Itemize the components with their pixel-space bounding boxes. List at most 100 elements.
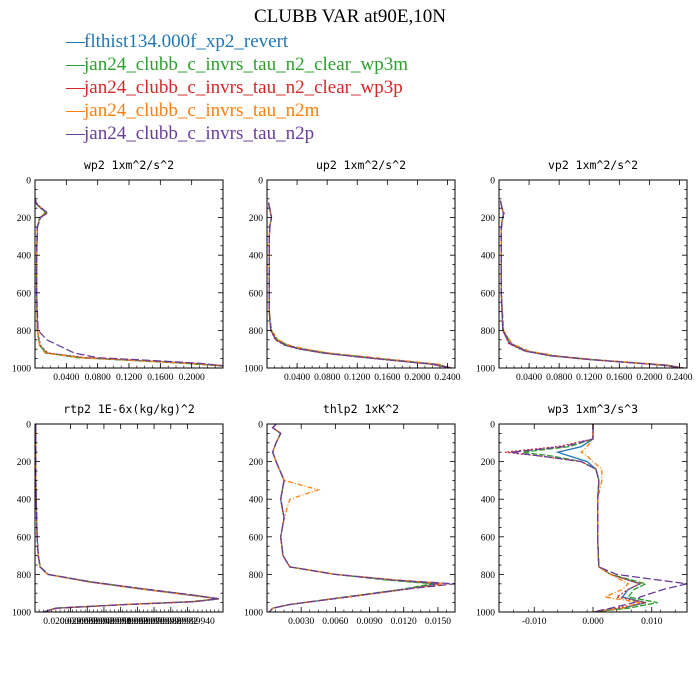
legend-item: —jan24_clubb_c_invrs_tau_n2m [66, 99, 408, 122]
series-line [35, 198, 223, 368]
x-tick-label: 0.0799999982 [143, 617, 198, 627]
x-tick-label: 0.2400 [666, 373, 692, 383]
x-tick-label: 0.0090 [356, 617, 382, 627]
y-tick-label: 200 [17, 214, 32, 224]
y-tick-label: 1000 [476, 609, 495, 619]
x-tick-label: 0.2400 [434, 373, 460, 383]
x-tick-label: 0.0400 [516, 373, 542, 383]
y-tick-label: 800 [17, 327, 32, 337]
x-tick-label: 0.0120 [391, 617, 417, 627]
series-line [555, 424, 647, 612]
legend-dash: — [66, 77, 85, 98]
y-tick-label: 800 [249, 571, 264, 581]
legend-item: —jan24_clubb_c_invrs_tau_n2p [66, 122, 408, 145]
y-tick-label: 400 [249, 496, 264, 506]
plot-frame [34, 423, 224, 613]
y-tick-label: 200 [249, 458, 264, 468]
y-tick-label: 200 [249, 214, 264, 224]
series-line [499, 200, 684, 368]
y-tick-label: 200 [481, 458, 496, 468]
y-tick-label: 1000 [244, 609, 263, 619]
x-tick-label: 0.2000 [636, 373, 662, 383]
y-tick-label: 400 [481, 496, 496, 506]
legend-label: jan24_clubb_c_invrs_tau_n2p [84, 123, 315, 144]
legend-dash: — [66, 31, 85, 52]
series-line [35, 424, 217, 612]
plot-frame [266, 179, 456, 369]
y-tick-label: 0 [490, 421, 495, 431]
y-tick-label: 800 [481, 571, 496, 581]
series-line [35, 424, 219, 612]
series-line [499, 200, 684, 368]
legend-item: —jan24_clubb_c_invrs_tau_n2_clear_wp3p [66, 76, 408, 99]
x-tick-label: 0.0400 [53, 373, 79, 383]
y-tick-label: 800 [481, 327, 496, 337]
x-tick-label: 0.0800 [314, 373, 340, 383]
x-tick-label: 0.0060 [322, 617, 348, 627]
x-tick-label: 0.0399999991 [77, 617, 132, 627]
y-tick-label: 200 [17, 458, 32, 468]
y-tick-label: 400 [17, 252, 32, 262]
x-tick-label: 0.0299999993 [60, 617, 115, 627]
y-tick-label: 600 [17, 533, 32, 543]
legend-item: —jan24_clubb_c_invrs_tau_n2_clear_wp3m [66, 53, 408, 76]
x-tick-label: 0.1600 [374, 373, 400, 383]
series-line [35, 198, 223, 367]
panel-title: wp3 1xm^3/s^3 [548, 402, 638, 416]
y-tick-label: 0 [26, 421, 31, 431]
x-tick-label: 0.1200 [116, 373, 142, 383]
legend-label: jan24_clubb_c_invrs_tau_n2_clear_wp3p [84, 77, 403, 98]
series-line [35, 198, 223, 367]
series-line [268, 424, 450, 612]
y-tick-label: 1000 [244, 365, 263, 375]
legend-label: jan24_clubb_c_invrs_tau_n2m [84, 100, 320, 121]
series-line [35, 424, 219, 612]
y-tick-label: 800 [249, 327, 264, 337]
x-tick-label: 0.0599999990 [110, 617, 165, 627]
series-line [267, 202, 452, 368]
plot-frame [498, 179, 688, 369]
x-tick-label: 0.2000 [179, 373, 205, 383]
x-tick-label: 0.2000 [404, 373, 430, 383]
legend-dash: — [66, 123, 85, 144]
y-tick-label: 400 [249, 252, 264, 262]
y-tick-label: 600 [481, 289, 496, 299]
series-line [35, 198, 223, 368]
series-line [510, 424, 687, 612]
series-line [35, 424, 219, 612]
panel-title: thlp2 1xK^2 [323, 402, 399, 416]
x-tick-label: 0.000 [582, 617, 604, 627]
x-tick-label: 0.0899999940 [160, 617, 215, 627]
plot-frame [34, 179, 224, 369]
y-tick-label: 800 [17, 571, 32, 581]
x-tick-label: 0.010 [641, 617, 663, 627]
legend-dash: — [66, 54, 85, 75]
x-tick-label: 0.1600 [147, 373, 173, 383]
series-line [499, 200, 684, 368]
x-tick-label: 0.0800 [546, 373, 572, 383]
series-line [268, 424, 433, 612]
y-tick-label: 600 [249, 533, 264, 543]
y-tick-label: 1000 [12, 609, 31, 619]
x-tick-label: 0.1600 [606, 373, 632, 383]
x-tick-label: 0.0150 [425, 617, 451, 627]
x-tick-label: 0.1200 [576, 373, 602, 383]
legend-label: flthist134.000f_xp2_revert [84, 31, 289, 52]
legend-dash: — [66, 100, 85, 121]
x-tick-label: -0.010 [522, 617, 547, 627]
panel-title: vp2 1xm^2/s^2 [548, 158, 638, 172]
x-tick-label: 0.0699999988 [127, 617, 182, 627]
series-line [267, 202, 452, 368]
y-tick-label: 0 [26, 177, 31, 187]
legend-item: —flthist134.000f_xp2_revert [66, 30, 408, 53]
legend: —flthist134.000f_xp2_revert —jan24_clubb… [66, 30, 408, 145]
x-tick-label: 0.0499999993 [93, 617, 148, 627]
series-line [35, 424, 219, 612]
y-tick-label: 0 [258, 177, 263, 187]
series-line [267, 202, 452, 368]
x-tick-label: 0.0400 [284, 373, 310, 383]
series-line [267, 202, 452, 368]
y-tick-label: 200 [481, 214, 496, 224]
series-line [522, 424, 658, 612]
